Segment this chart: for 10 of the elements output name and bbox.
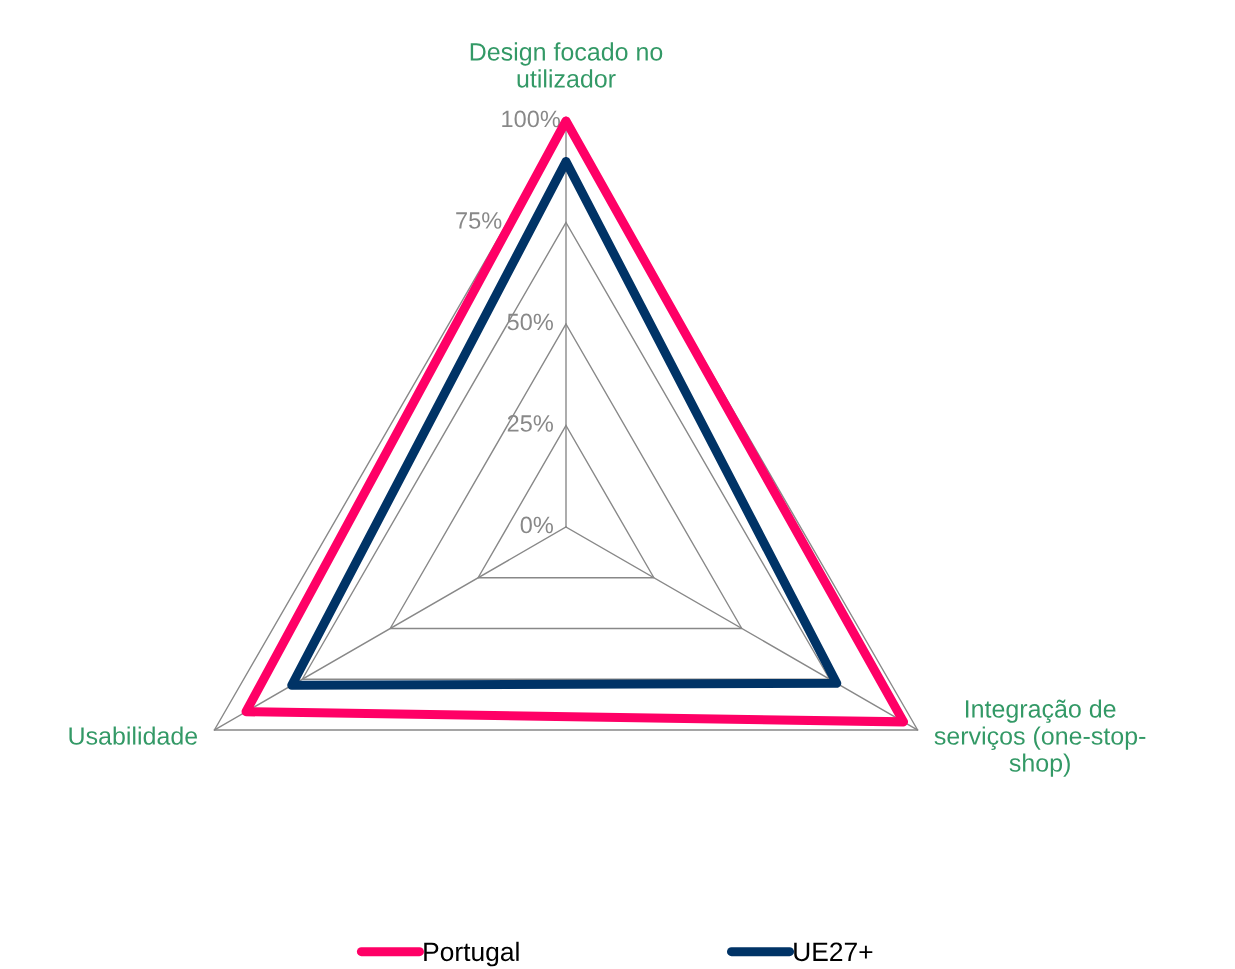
- legend-label: UE27+: [794, 942, 873, 962]
- y-tick-label: 75%: [456, 212, 502, 229]
- y-tick-label: 100%: [502, 110, 561, 128]
- y-tick-label: 0%: [520, 516, 553, 534]
- legend-label: Portugal: [424, 941, 519, 967]
- spoke-label: Integração de serviços (one-stop- shop): [934, 699, 1146, 777]
- y-tick-label: 50%: [507, 313, 553, 331]
- y-tick-label: 25%: [507, 415, 553, 432]
- spoke-label: Usabilidade: [69, 726, 198, 745]
- spoke-label: Design focado no utilizador: [470, 42, 663, 88]
